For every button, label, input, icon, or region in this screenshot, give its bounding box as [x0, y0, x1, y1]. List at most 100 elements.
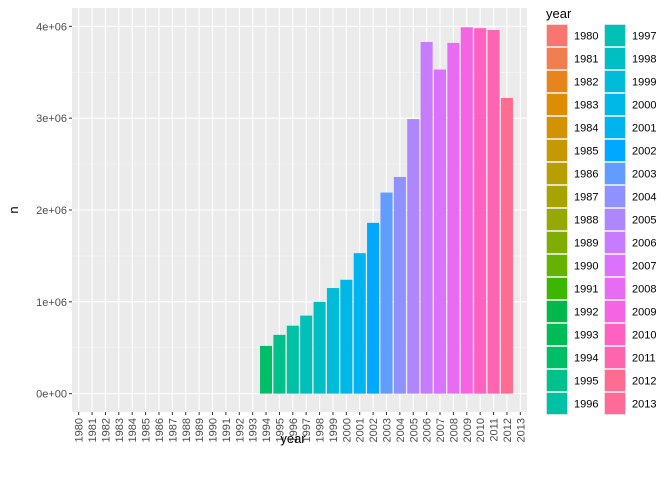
legend-label-1986: 1986	[574, 169, 598, 181]
legend-swatch-1994	[546, 346, 568, 369]
legend-swatch-1983	[546, 93, 568, 116]
x-axis-title: year	[280, 431, 306, 446]
legend: 1980 1981 1982 1983 1984 1985 1986 1987 1988 1989…	[546, 24, 656, 415]
legend-label-1987: 1987	[574, 192, 598, 204]
x-tick-label: 2000	[341, 418, 353, 442]
legend-label-2006: 2006	[632, 238, 656, 250]
x-tick-label: 2003	[381, 418, 393, 442]
bar-2010	[474, 28, 487, 394]
legend-swatch-2004	[604, 185, 626, 208]
x-tick-label: 1987	[167, 418, 179, 442]
x-tick-label: 1983	[114, 418, 126, 442]
legend-swatch-1985	[546, 139, 568, 162]
legend-label-1992: 1992	[574, 307, 598, 319]
bars	[260, 27, 513, 394]
legend-swatch-1999	[604, 70, 626, 93]
x-tick-label: 1980	[74, 418, 86, 442]
legend-swatch-2001	[604, 116, 626, 139]
legend-swatch-1996	[546, 392, 568, 415]
x-tick-label: 2013	[515, 418, 527, 442]
legend-swatch-1988	[546, 208, 568, 231]
legend-label-2010: 2010	[632, 330, 656, 342]
x-tick-label: 2012	[502, 418, 514, 442]
bar-2007	[433, 69, 447, 394]
legend-swatch-2000	[604, 93, 626, 116]
bar-1997	[300, 315, 313, 394]
legend-swatch-2009	[604, 300, 626, 323]
legend-label-1990: 1990	[574, 261, 598, 273]
legend-label-1985: 1985	[574, 146, 598, 158]
x-tick-label: 1989	[194, 418, 206, 442]
legend-swatch-1997	[604, 24, 626, 47]
x-tick-label: 2010	[475, 418, 487, 442]
bar-2002	[367, 222, 380, 394]
bar-2000	[340, 279, 353, 394]
y-axis-title: n	[6, 206, 21, 213]
legend-label-1999: 1999	[632, 77, 656, 89]
legend-swatch-1992	[546, 300, 568, 323]
legend-label-1998: 1998	[632, 54, 656, 66]
legend-swatch-1987	[546, 185, 568, 208]
y-tick-label: 3e+06	[36, 113, 67, 125]
y-tick-label: 2e+06	[36, 205, 67, 217]
x-tick-label: 1998	[315, 418, 327, 442]
legend-label-2003: 2003	[632, 169, 656, 181]
x-tick-label: 1991	[221, 418, 233, 442]
legend-label-2007: 2007	[632, 261, 656, 273]
legend-label-2001: 2001	[632, 123, 656, 135]
legend-swatch-1981	[546, 47, 568, 70]
bar-2001	[353, 253, 366, 394]
legend-swatch-1984	[546, 116, 568, 139]
x-tick-label: 2001	[355, 418, 367, 442]
legend-label-1991: 1991	[574, 284, 598, 296]
x-tick-label: 1992	[234, 418, 246, 442]
legend-label-2004: 2004	[632, 192, 656, 204]
x-tick-label: 1995	[274, 418, 286, 442]
x-tick-label: 1990	[208, 418, 220, 442]
x-tick-label: 2007	[435, 418, 447, 442]
legend-label-1996: 1996	[574, 399, 598, 411]
legend-label-1982: 1982	[574, 77, 598, 89]
bar-1996	[286, 325, 299, 394]
x-tick-label: 1997	[301, 418, 313, 442]
x-tick-label: 2002	[368, 418, 380, 442]
legend-label-2012: 2012	[632, 376, 656, 388]
legend-swatch-2007	[604, 254, 626, 277]
legend-label-1983: 1983	[574, 100, 598, 112]
bar-2005	[407, 119, 420, 394]
legend-label-2005: 2005	[632, 215, 656, 227]
x-tick-label: 1982	[100, 418, 112, 442]
bar-2008	[447, 42, 460, 394]
legend-swatch-1980	[546, 24, 568, 47]
legend-label-1997: 1997	[632, 31, 656, 43]
legend-swatch-1989	[546, 231, 568, 254]
x-tick-label: 1981	[87, 418, 99, 442]
legend-label-1989: 1989	[574, 238, 598, 250]
legend-label-1984: 1984	[574, 123, 598, 135]
y-tick-label: 0e+00	[36, 389, 67, 401]
x-tick-label: 2008	[448, 418, 460, 442]
legend-label-1981: 1981	[574, 54, 598, 66]
legend-swatch-1998	[604, 47, 626, 70]
x-tick-label: 2009	[462, 418, 474, 442]
bar-1998	[313, 301, 326, 394]
legend-swatch-2012	[604, 369, 626, 392]
bar-1995	[273, 334, 286, 394]
bar-2009	[460, 27, 473, 394]
legend-label-1994: 1994	[574, 353, 598, 365]
legend-swatch-1990	[546, 254, 568, 277]
bar-1999	[326, 288, 339, 394]
y-tick-label: 4e+06	[36, 21, 67, 33]
x-tick-label: 2004	[395, 418, 407, 442]
legend-title: year	[546, 6, 572, 21]
legend-swatch-1982	[546, 70, 568, 93]
bar-2012	[500, 97, 513, 394]
legend-swatch-2013	[604, 392, 626, 415]
legend-swatch-1986	[546, 162, 568, 185]
legend-label-2002: 2002	[632, 146, 656, 158]
legend-swatch-2008	[604, 277, 626, 300]
bar-2006	[420, 41, 433, 394]
x-tick-label: 1984	[127, 418, 139, 442]
